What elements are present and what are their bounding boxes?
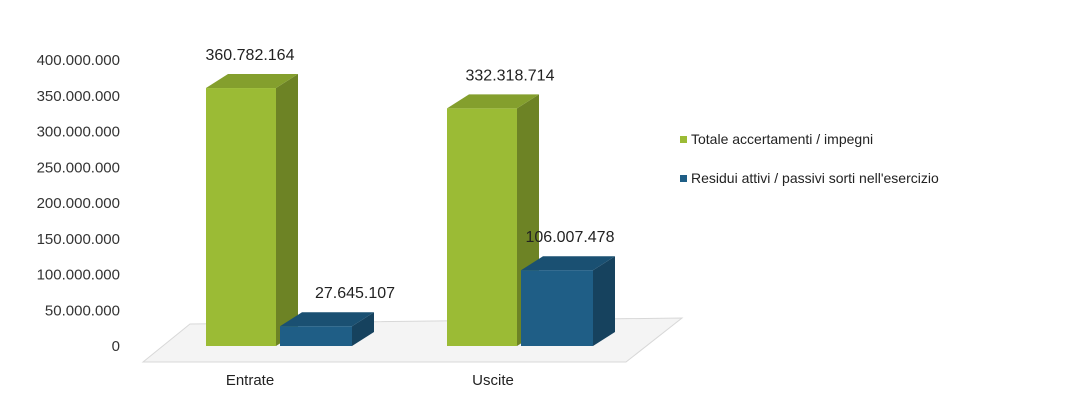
bar-front — [521, 270, 593, 346]
y-tick-label: 150.000.000 — [37, 231, 120, 248]
y-tick-label: 250.000.000 — [37, 159, 120, 176]
legend-label: Totale accertamenti / impegni — [691, 131, 873, 147]
y-tick-label: 400.000.000 — [37, 52, 120, 69]
bar-front — [206, 88, 276, 346]
y-tick-label: 350.000.000 — [37, 88, 120, 105]
bar-entrate-series-2 — [280, 312, 374, 346]
data-label: 360.782.164 — [206, 47, 295, 64]
y-tick-label: 0 — [112, 338, 120, 355]
legend-swatch — [680, 136, 687, 143]
bar-side — [276, 74, 298, 346]
legend: Totale accertamenti / impegni Residui att… — [680, 131, 939, 186]
legend-swatch — [680, 175, 687, 182]
bar-front — [280, 326, 352, 346]
bar-side — [352, 312, 374, 346]
y-tick-label: 300.000.000 — [37, 124, 120, 141]
data-label: 106.007.478 — [526, 229, 615, 246]
bar-top — [521, 256, 615, 271]
data-label: 27.645.107 — [315, 285, 395, 302]
legend-label: Residui attivi / passivi sorti nell'eser… — [691, 170, 939, 186]
x-axis-categories: Entrate Uscite — [226, 372, 514, 389]
legend-item: Residui attivi / passivi sorti nell'eser… — [680, 170, 939, 186]
bar-entrate-series-1 — [206, 74, 298, 346]
bar-top — [280, 312, 374, 327]
legend-item: Totale accertamenti / impegni — [680, 131, 873, 147]
bar-side — [593, 256, 615, 346]
bars — [206, 74, 615, 346]
y-tick-label: 100.000.000 — [37, 267, 120, 284]
bar-top — [447, 94, 539, 109]
bar-uscite-series-2 — [521, 256, 615, 346]
data-labels: 360.782.164 27.645.107 332.318.714 106.007.… — [206, 47, 615, 302]
bar-top — [206, 74, 298, 89]
data-label: 332.318.714 — [466, 67, 555, 84]
y-axis: 0 50.000.000 100.000.000 150.000.000 200.000… — [37, 52, 120, 355]
y-tick-label: 200.000.000 — [37, 195, 120, 212]
x-category-label: Entrate — [226, 372, 274, 389]
y-tick-label: 50.000.000 — [45, 302, 120, 319]
x-category-label: Uscite — [472, 372, 514, 389]
bar-front — [447, 108, 517, 346]
